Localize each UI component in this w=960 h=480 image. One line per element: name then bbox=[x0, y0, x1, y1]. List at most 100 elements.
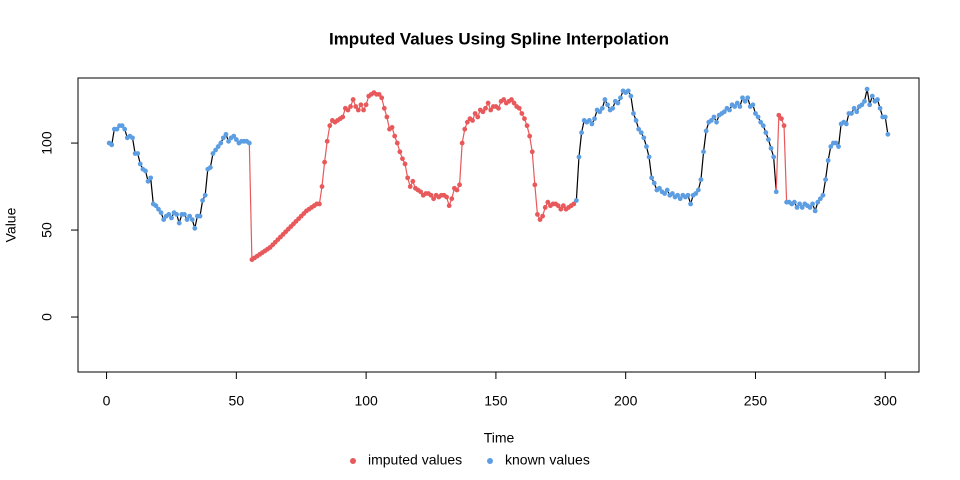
y-tick-label: 50 bbox=[39, 222, 55, 238]
known-point bbox=[114, 126, 120, 132]
known-point bbox=[246, 140, 252, 146]
chart-title: Imputed Values Using Spline Interpolatio… bbox=[329, 29, 669, 48]
known-point bbox=[135, 151, 141, 156]
known-point bbox=[711, 114, 717, 120]
known-point bbox=[753, 111, 758, 116]
known-point bbox=[213, 147, 218, 153]
imputed-point bbox=[394, 140, 400, 146]
known-point bbox=[218, 140, 224, 146]
known-point bbox=[825, 158, 831, 163]
known-point bbox=[843, 121, 849, 127]
imputed-point bbox=[446, 203, 452, 209]
known-point bbox=[662, 191, 668, 196]
known-point bbox=[220, 135, 226, 141]
y-tick-label: 100 bbox=[39, 131, 55, 155]
known-point bbox=[161, 217, 167, 223]
known-point bbox=[688, 201, 693, 207]
known-point bbox=[189, 217, 195, 223]
known-point bbox=[158, 210, 164, 216]
imputed-point bbox=[509, 97, 514, 102]
known-line-segment bbox=[111, 129, 115, 145]
known-line-segment bbox=[578, 132, 583, 158]
known-point bbox=[807, 205, 813, 210]
imputed-point bbox=[363, 102, 369, 108]
known-point bbox=[153, 203, 159, 209]
known-point bbox=[828, 144, 834, 149]
known-point bbox=[202, 192, 208, 198]
known-point bbox=[849, 111, 854, 116]
imputed-line-segment bbox=[321, 162, 326, 187]
legend-marker bbox=[350, 458, 356, 464]
known-point bbox=[579, 130, 584, 136]
known-point bbox=[176, 220, 182, 226]
legend-label: imputed values bbox=[368, 452, 462, 468]
imputed-point bbox=[537, 217, 543, 223]
known-line-segment bbox=[648, 156, 653, 178]
known-point bbox=[215, 144, 221, 149]
known-point bbox=[610, 105, 616, 111]
known-point bbox=[771, 154, 777, 160]
imputed-point bbox=[542, 205, 548, 210]
known-line-segment bbox=[702, 130, 707, 152]
imputed-point bbox=[410, 178, 416, 184]
imputed-point bbox=[355, 107, 361, 113]
known-point bbox=[810, 201, 815, 207]
known-point bbox=[573, 198, 579, 203]
imputed-line-segment bbox=[529, 136, 533, 152]
known-point bbox=[703, 128, 709, 134]
known-point bbox=[869, 93, 875, 99]
imputed-line-segment bbox=[534, 184, 539, 215]
imputed-line-segment bbox=[783, 125, 788, 203]
imputed-point bbox=[522, 116, 527, 122]
known-point bbox=[833, 140, 839, 146]
known-point bbox=[799, 205, 805, 210]
imputed-point bbox=[470, 118, 475, 123]
known-point bbox=[592, 116, 597, 122]
imputed-point bbox=[472, 111, 478, 116]
imputed-point bbox=[496, 105, 501, 111]
imputed-point bbox=[402, 161, 408, 167]
known-line-segment bbox=[884, 116, 889, 135]
imputed-point bbox=[527, 133, 533, 139]
x-tick-label: 50 bbox=[229, 393, 245, 409]
known-point bbox=[859, 102, 865, 108]
known-point bbox=[864, 86, 870, 92]
known-point bbox=[740, 95, 745, 101]
imputed-point bbox=[571, 201, 577, 207]
imputed-point bbox=[483, 105, 488, 111]
imputed-point bbox=[431, 196, 437, 202]
known-point bbox=[698, 177, 704, 182]
imputed-point bbox=[555, 203, 561, 209]
plot-frame bbox=[77, 77, 920, 373]
known-point bbox=[742, 98, 748, 104]
imputed-point bbox=[381, 105, 387, 111]
imputed-point bbox=[501, 97, 507, 102]
known-point bbox=[836, 144, 841, 149]
imputed-point bbox=[340, 114, 346, 120]
known-point bbox=[851, 105, 857, 111]
known-line-segment bbox=[773, 156, 777, 192]
imputed-point bbox=[480, 109, 486, 115]
known-point bbox=[119, 123, 125, 129]
known-point bbox=[670, 191, 675, 196]
x-tick-label: 100 bbox=[354, 393, 378, 409]
known-point bbox=[732, 104, 738, 109]
known-line-segment bbox=[131, 137, 136, 154]
imputed-line-segment bbox=[775, 115, 780, 192]
known-point bbox=[763, 130, 769, 136]
legend-label: known values bbox=[505, 452, 590, 468]
known-point bbox=[862, 98, 867, 104]
known-point bbox=[226, 138, 231, 144]
known-line-segment bbox=[150, 177, 154, 205]
known-point bbox=[854, 109, 860, 115]
known-line-segment bbox=[700, 151, 705, 180]
x-tick-label: 250 bbox=[744, 393, 768, 409]
known-point bbox=[685, 192, 691, 198]
imputed-point bbox=[540, 213, 546, 219]
known-line-segment bbox=[199, 200, 204, 217]
known-line-segment bbox=[575, 156, 580, 201]
known-point bbox=[768, 145, 774, 151]
x-tick-label: 300 bbox=[874, 393, 898, 409]
x-tick-label: 0 bbox=[103, 393, 111, 409]
